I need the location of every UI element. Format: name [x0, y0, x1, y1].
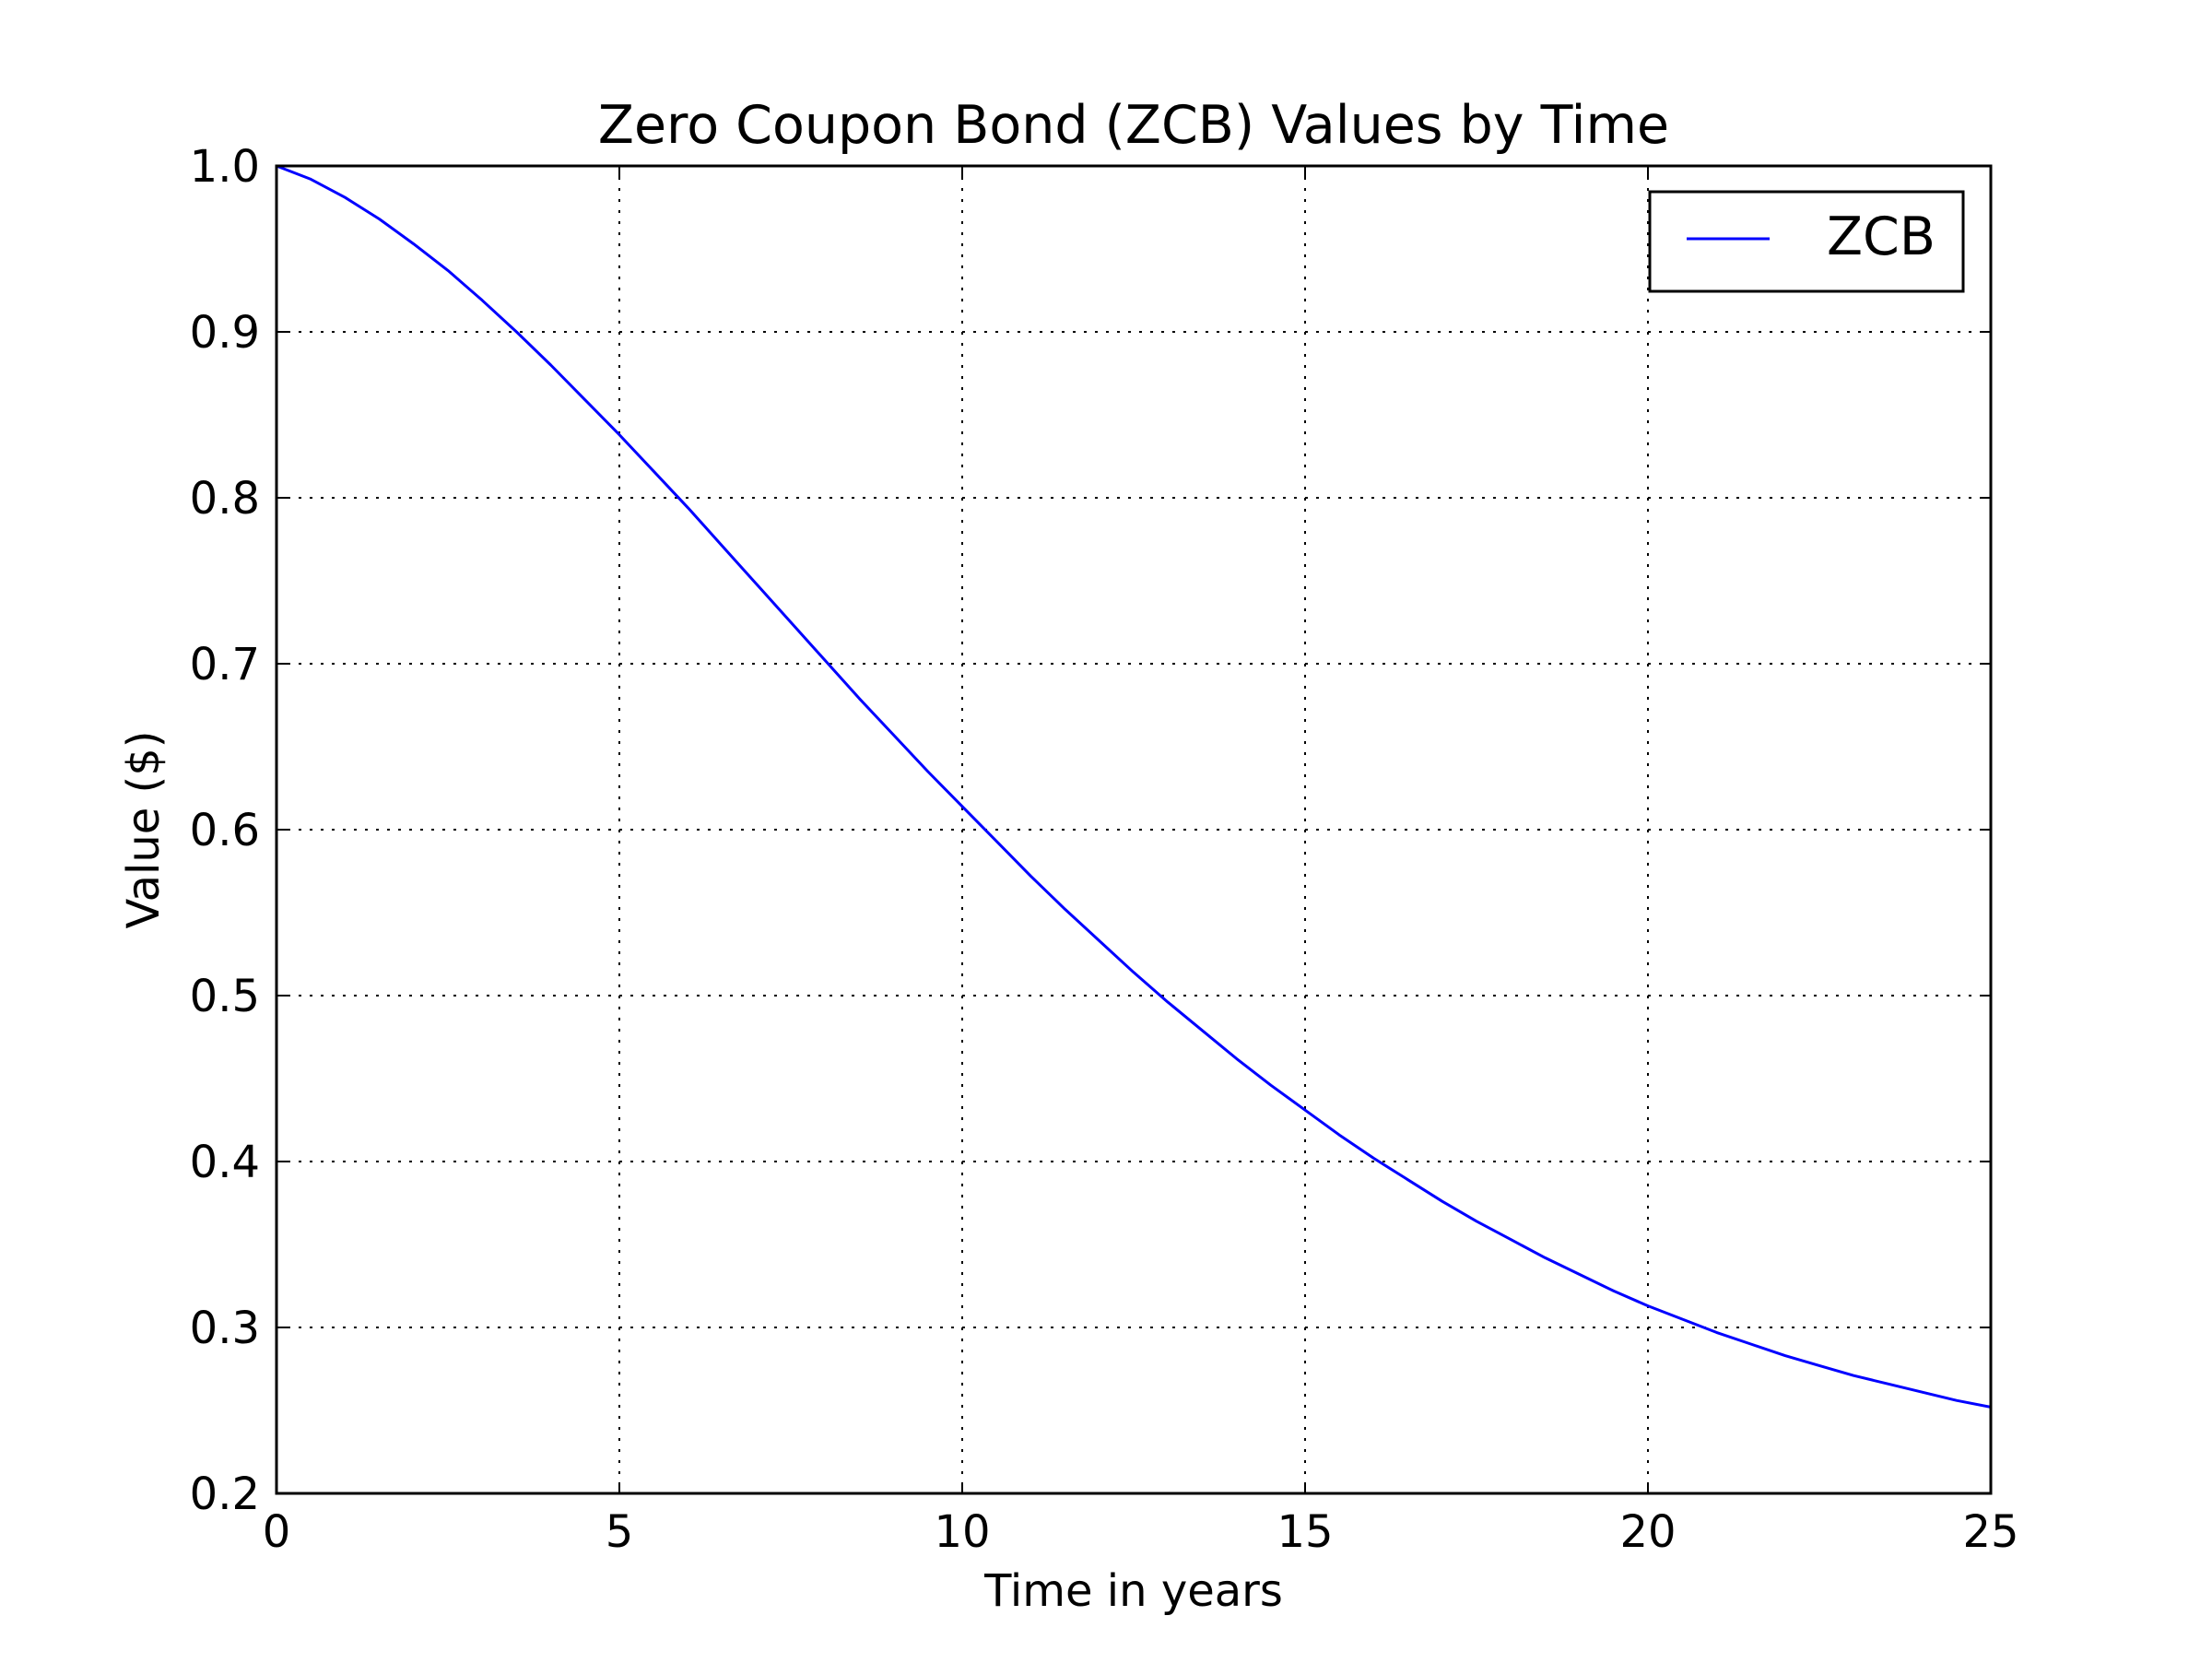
x-tick-label: 5	[606, 1506, 634, 1558]
chart-title: Zero Coupon Bond (ZCB) Values by Time	[598, 95, 1669, 156]
grid-layer	[276, 166, 1991, 1493]
y-tick-label: 0.5	[190, 971, 260, 1022]
legend-label-zcb: ZCB	[1827, 206, 1936, 267]
y-tick-label: 0.4	[190, 1137, 260, 1188]
tick-layer: 0 5 10 15 20 25 0.2 0.3 0.4 0.5 0.6 0.7 0.8 0.9 1.0	[190, 141, 2019, 1558]
y-tick-label: 0.3	[190, 1303, 260, 1354]
y-tick-label: 0.9	[190, 307, 260, 359]
legend-box	[1648, 190, 1965, 293]
y-axis-label: Value ($)	[118, 730, 170, 928]
y-tick-label: 0.6	[190, 805, 260, 856]
x-axis-label: Time in years	[983, 1565, 1283, 1617]
x-tick-label: 0	[263, 1506, 291, 1558]
y-tick-label: 0.2	[190, 1468, 260, 1520]
y-tick-label: 1.0	[190, 141, 260, 193]
y-tick-label: 0.7	[190, 639, 260, 690]
x-tick-label: 20	[1619, 1506, 1676, 1558]
series-layer	[275, 164, 1993, 1409]
x-tick-label: 25	[1962, 1506, 2018, 1558]
x-tick-label: 15	[1277, 1506, 1333, 1558]
y-tick-label: 0.8	[190, 473, 260, 525]
legend: ZCB	[1648, 190, 1965, 293]
series-line-zcb	[275, 164, 1993, 1409]
x-tick-label: 10	[934, 1506, 990, 1558]
